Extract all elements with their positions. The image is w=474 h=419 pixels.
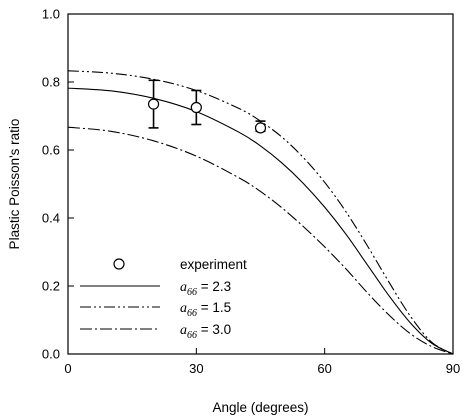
y-tick-label: 1.0 [42, 7, 60, 22]
experiment-point [190, 101, 202, 114]
series-line-1 [67, 87, 454, 355]
y-tick-label: 0.2 [42, 279, 60, 294]
x-tick-label: 60 [317, 361, 331, 376]
legend-label-1: a66 = 2.3 [180, 279, 231, 298]
series-line-3 [67, 126, 454, 355]
x-tick-label: 30 [189, 361, 203, 376]
legend-label-2: a66 = 1.5 [180, 300, 231, 319]
plot-border [67, 13, 454, 355]
x-tick-label: 90 [446, 361, 460, 376]
y-axis: 0.0 0.2 0.4 0.6 0.8 1.0 [42, 7, 74, 362]
x-axis: 0 30 60 90 [64, 348, 460, 376]
x-tick-label: 0 [64, 361, 71, 376]
experiment-point [254, 122, 267, 134]
y-tick-label: 0.6 [42, 143, 60, 158]
y-axis-title: Plastic Poisson's ratio [7, 119, 22, 250]
experiment-point [147, 98, 160, 110]
y-tick-label: 0.4 [42, 211, 60, 226]
series-line-2 [67, 70, 454, 355]
legend-label-experiment: experiment [180, 257, 247, 272]
legend: experiment a66 = 2.3 a66 = 1.5 a66 = 3.0 [80, 257, 247, 341]
plot-area [67, 13, 454, 355]
y-tick-label: 0.0 [42, 347, 60, 362]
legend-label-3: a66 = 3.0 [180, 322, 231, 341]
y-tick-label: 0.8 [42, 75, 60, 90]
x-axis-title: Angle (degrees) [212, 400, 308, 415]
series-layer [67, 70, 454, 355]
legend-marker-experiment [113, 258, 125, 270]
